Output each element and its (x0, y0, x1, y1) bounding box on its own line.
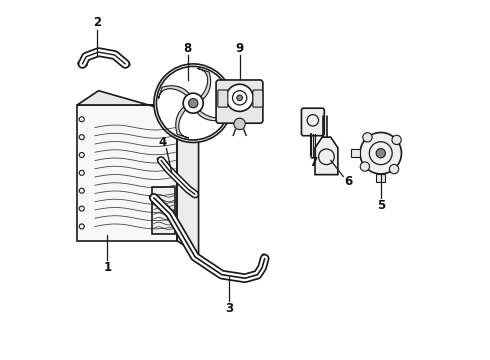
Circle shape (360, 162, 369, 171)
Polygon shape (177, 105, 198, 255)
Ellipse shape (78, 61, 87, 67)
Circle shape (234, 118, 245, 130)
Ellipse shape (157, 158, 165, 163)
FancyBboxPatch shape (218, 90, 228, 107)
Polygon shape (351, 149, 360, 157)
Polygon shape (176, 106, 189, 138)
Polygon shape (376, 174, 385, 182)
Text: 9: 9 (236, 42, 244, 55)
Polygon shape (315, 137, 338, 175)
Circle shape (237, 95, 243, 101)
Ellipse shape (149, 195, 158, 201)
Text: 6: 6 (344, 175, 353, 188)
Polygon shape (196, 107, 228, 121)
Circle shape (363, 133, 372, 142)
Ellipse shape (121, 61, 130, 67)
Polygon shape (158, 86, 190, 99)
Ellipse shape (262, 254, 268, 263)
FancyBboxPatch shape (253, 90, 263, 107)
Circle shape (392, 135, 401, 144)
Circle shape (376, 149, 386, 158)
Circle shape (189, 99, 198, 108)
Text: 1: 1 (103, 261, 112, 274)
Polygon shape (152, 187, 175, 234)
Text: 5: 5 (377, 198, 385, 212)
Text: 8: 8 (184, 42, 192, 55)
Text: 2: 2 (93, 16, 101, 29)
FancyBboxPatch shape (216, 80, 263, 123)
Polygon shape (77, 91, 198, 119)
Circle shape (183, 93, 203, 113)
Circle shape (390, 165, 399, 174)
Text: 7: 7 (309, 156, 317, 169)
Text: 4: 4 (159, 136, 167, 149)
Circle shape (226, 84, 253, 111)
Polygon shape (77, 105, 177, 241)
Text: 3: 3 (225, 302, 233, 315)
Circle shape (360, 132, 401, 174)
FancyBboxPatch shape (301, 108, 324, 136)
Polygon shape (197, 68, 211, 100)
Circle shape (154, 64, 232, 143)
